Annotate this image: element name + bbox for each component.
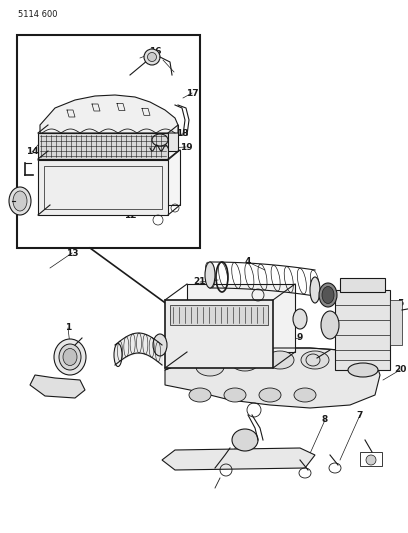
Text: 4: 4 — [245, 257, 251, 266]
Bar — [390, 300, 402, 345]
Ellipse shape — [294, 388, 316, 402]
Text: 20: 20 — [394, 366, 406, 375]
Bar — [165, 300, 273, 368]
Text: 2: 2 — [187, 326, 193, 335]
Text: 5114 600: 5114 600 — [18, 10, 58, 19]
Ellipse shape — [153, 334, 167, 356]
Text: 1: 1 — [65, 324, 71, 333]
Ellipse shape — [224, 388, 246, 402]
Bar — [17, 35, 200, 248]
Bar — [38, 133, 168, 159]
Text: 17: 17 — [186, 88, 198, 98]
Text: 6: 6 — [375, 353, 381, 362]
Ellipse shape — [189, 388, 211, 402]
Text: 10: 10 — [252, 461, 264, 470]
Ellipse shape — [321, 311, 339, 339]
Polygon shape — [30, 375, 85, 398]
Text: 19: 19 — [180, 142, 192, 151]
Text: 5: 5 — [397, 298, 403, 308]
Bar — [360, 452, 382, 466]
Ellipse shape — [259, 388, 281, 402]
Bar — [48, 125, 178, 151]
Text: 16: 16 — [149, 47, 161, 56]
Polygon shape — [40, 95, 178, 133]
Ellipse shape — [293, 309, 307, 329]
Ellipse shape — [9, 187, 31, 215]
Text: 18: 18 — [176, 130, 188, 139]
Ellipse shape — [231, 353, 259, 371]
Bar — [38, 160, 168, 215]
Text: 7: 7 — [357, 410, 363, 419]
Text: 12: 12 — [124, 211, 136, 220]
Text: 14: 14 — [26, 148, 38, 157]
Text: 3: 3 — [370, 294, 376, 303]
Bar — [170, 305, 268, 325]
Text: 9: 9 — [297, 334, 303, 343]
Ellipse shape — [148, 52, 157, 61]
Ellipse shape — [319, 283, 337, 307]
Ellipse shape — [310, 277, 320, 303]
Ellipse shape — [144, 49, 160, 65]
Bar — [50, 150, 180, 205]
Ellipse shape — [322, 287, 334, 303]
Ellipse shape — [205, 262, 215, 288]
Ellipse shape — [348, 363, 378, 377]
Text: 11: 11 — [232, 439, 244, 448]
Bar — [335, 290, 390, 370]
Text: 8: 8 — [322, 416, 328, 424]
Ellipse shape — [366, 455, 376, 465]
Ellipse shape — [63, 349, 77, 366]
Ellipse shape — [266, 351, 294, 369]
Ellipse shape — [54, 339, 86, 375]
Ellipse shape — [59, 344, 81, 370]
Bar — [340, 278, 385, 292]
Bar — [44, 166, 162, 209]
Text: 21: 21 — [194, 278, 206, 287]
Text: 13: 13 — [66, 248, 78, 257]
Bar — [187, 284, 295, 352]
Text: 15: 15 — [66, 110, 78, 119]
Polygon shape — [162, 448, 315, 470]
Ellipse shape — [13, 191, 27, 211]
Ellipse shape — [232, 429, 258, 451]
Ellipse shape — [196, 358, 224, 376]
Polygon shape — [165, 348, 380, 408]
Ellipse shape — [301, 351, 329, 369]
